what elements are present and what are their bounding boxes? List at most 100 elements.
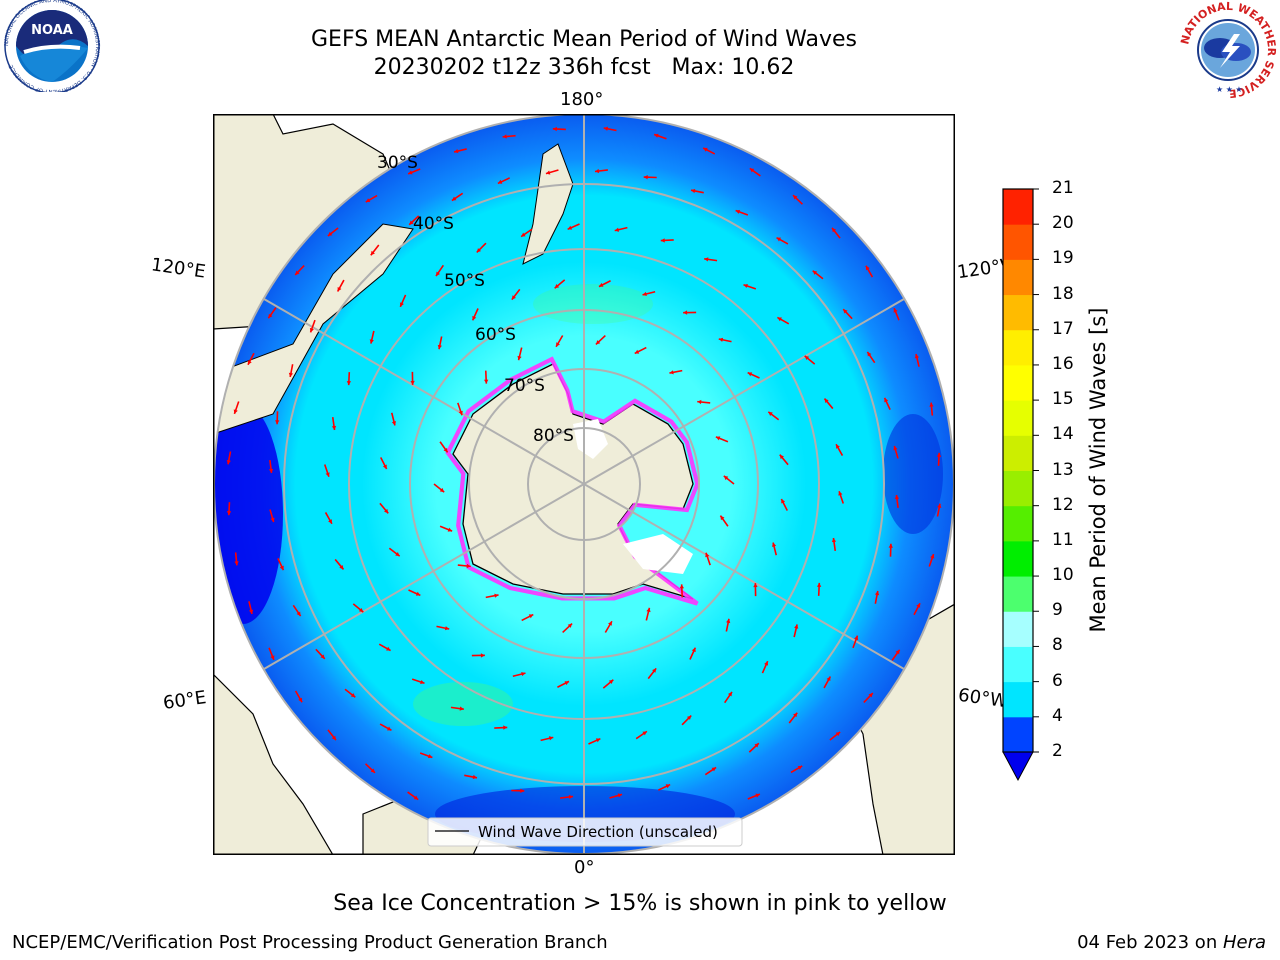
wave-direction-arrow [697, 399, 711, 405]
wave-direction-arrow [719, 515, 729, 527]
wave-direction-arrow [865, 265, 874, 278]
wave-direction-arrow [669, 369, 683, 375]
colorbar-tick-label: 10 [1052, 565, 1074, 586]
wave-direction-arrow [777, 316, 790, 325]
colorbar-band [1003, 259, 1033, 296]
wave-direction-arrow [471, 653, 485, 658]
wave-direction-arrow [883, 397, 891, 410]
wave-direction-arrow [408, 215, 420, 226]
wave-direction-arrow [936, 452, 942, 466]
wave-direction-arrow [407, 168, 421, 175]
wave-direction-arrow [609, 793, 623, 799]
wave-direction-arrow [502, 134, 516, 139]
wave-direction-arrow [790, 765, 803, 774]
colorbar-tick-label: 20 [1052, 213, 1074, 234]
wave-direction-arrow [494, 725, 508, 730]
lon-label-60e: 60°E [161, 687, 208, 714]
wave-direction-arrow [823, 676, 832, 689]
wave-direction-arrow [761, 660, 769, 674]
wave-direction-arrow [390, 412, 397, 426]
wave-direction-arrow [457, 402, 463, 416]
nws-logo: NATIONAL WEATHER SERVICE ★ ★ ★ [1178, 0, 1278, 100]
wave-direction-arrow [725, 618, 731, 632]
wave-direction-arrow [268, 647, 275, 661]
wave-direction-arrow [635, 730, 648, 740]
wave-direction-arrow [804, 355, 816, 365]
wave-direction-arrow [517, 347, 523, 361]
wave-direction-arrow [718, 337, 732, 343]
wave-direction-arrow [453, 148, 467, 154]
wave-direction-arrow [788, 712, 798, 724]
wave-direction-arrow [866, 351, 876, 364]
wave-direction-arrow [352, 603, 364, 613]
wave-direction-arrow [634, 346, 647, 355]
wave-direction-arrow [842, 308, 853, 320]
wave-direction-arrow [388, 547, 401, 557]
colorbar-tick-label: 12 [1052, 494, 1074, 515]
wave-direction-arrow [681, 715, 692, 726]
wave-direction-arrow [893, 307, 900, 321]
wave-direction-arrow [399, 294, 407, 308]
wave-direction-arrow [327, 227, 339, 237]
wave-direction-arrow [476, 242, 487, 253]
wave-direction-arrow [450, 706, 464, 711]
colorbar-band [1003, 435, 1033, 471]
colorbar [1002, 188, 1039, 782]
new-zealand [522, 143, 574, 265]
wave-direction-arrow [407, 791, 419, 801]
wave-direction-arrow [275, 411, 280, 425]
lon-label-120e: 120°E [149, 254, 207, 283]
wave-direction-arrow [484, 370, 489, 384]
wave-direction-arrow [439, 525, 453, 532]
colorbar-tick-label: 13 [1052, 459, 1074, 480]
wave-direction-arrow [248, 601, 254, 615]
colorbar-tick-label: 4 [1052, 705, 1063, 726]
wave-direction-arrow [779, 454, 789, 466]
colorbar-band [1003, 611, 1033, 647]
colorbar-tick-label: 2 [1052, 741, 1063, 761]
lat-label-50s: 50°S [444, 271, 485, 291]
wave-direction-arrow [735, 209, 749, 216]
wave-direction-arrow [928, 553, 935, 567]
wave-direction-arrow [753, 583, 758, 597]
wave-direction-arrow [715, 436, 729, 443]
wave-direction-arrow [269, 509, 275, 523]
footer-date: 04 Feb 2023 on Hera [1077, 932, 1266, 953]
wave-direction-arrow [324, 512, 333, 525]
wave-direction-arrow [292, 604, 302, 617]
wave-direction-arrow [545, 169, 559, 175]
wave-direction-arrow [749, 167, 761, 177]
wave-direction-arrow [379, 723, 392, 732]
wave-direction-arrow [567, 223, 580, 231]
wave-direction-arrow [723, 691, 733, 704]
wave-direction-arrow [439, 441, 449, 453]
wave-direction-arrow [604, 620, 613, 633]
wave-direction-arrow [771, 542, 778, 556]
wave-direction-arrow [588, 737, 601, 745]
wave-direction-arrow [277, 558, 285, 571]
noaa-logo: NATIONAL OCEANIC AND ATMOSPHERIC ADMINIS… [4, 0, 100, 92]
wave-direction-arrow [451, 192, 464, 202]
wave-direction-arrow [653, 133, 667, 140]
wave-direction-arrow [894, 494, 900, 508]
wave-direction-arrow [748, 742, 760, 753]
wave-direction-arrow [831, 227, 841, 239]
wave-direction-arrow [497, 177, 510, 185]
lon-label-0: 0° [574, 857, 595, 878]
wave-direction-arrow [647, 667, 657, 680]
wave-direction-arrow [838, 490, 845, 504]
colorbar-tick-label: 15 [1052, 389, 1074, 410]
wave-direction-arrow [511, 288, 521, 301]
lat-label-70s: 70°S [504, 376, 545, 396]
wave-direction-arrow [776, 236, 789, 245]
wave-direction-arrow [234, 552, 239, 566]
wave-direction-arrow [380, 457, 388, 470]
wave-direction-arrow [913, 602, 921, 616]
colorbar-band [1003, 294, 1033, 331]
wave-direction-arrow [562, 622, 573, 634]
colorbar-tick-label: 19 [1052, 248, 1074, 269]
africa-landmass [213, 673, 334, 855]
wave-direction-arrow [705, 552, 711, 566]
wave-direction-arrow [602, 679, 614, 689]
lat-label-60s: 60°S [475, 325, 516, 345]
